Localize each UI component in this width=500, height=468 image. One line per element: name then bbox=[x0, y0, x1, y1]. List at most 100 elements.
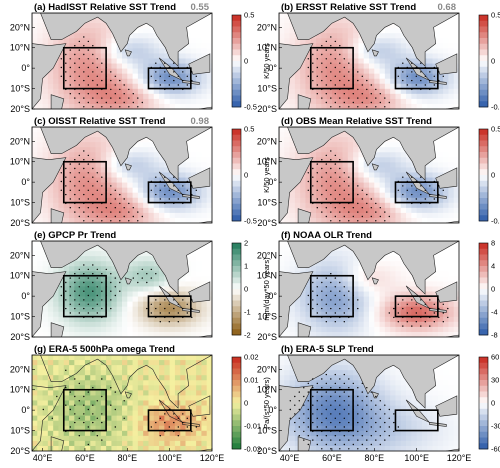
field-cell bbox=[331, 83, 338, 90]
field-cell bbox=[74, 38, 81, 44]
field-cell bbox=[453, 306, 459, 313]
field-cell bbox=[164, 410, 171, 417]
field-cell bbox=[159, 78, 165, 85]
field-cell bbox=[132, 360, 139, 366]
field-cell bbox=[196, 157, 202, 163]
field-cell bbox=[390, 212, 396, 219]
field-cell bbox=[153, 48, 160, 54]
field-cell bbox=[180, 98, 186, 105]
field-cell bbox=[132, 271, 139, 277]
field-cell bbox=[69, 192, 75, 199]
field-cell bbox=[122, 73, 128, 80]
colorbar-step bbox=[232, 408, 241, 415]
field-cell bbox=[342, 256, 349, 262]
field-cell bbox=[84, 53, 91, 59]
field-cell bbox=[196, 425, 202, 432]
field-cell bbox=[353, 78, 359, 85]
field-cell bbox=[116, 276, 123, 282]
field-cell bbox=[201, 405, 208, 411]
field-cell bbox=[127, 68, 133, 75]
field-cell bbox=[63, 360, 70, 366]
field-cell bbox=[148, 380, 155, 386]
field-cell bbox=[305, 182, 312, 189]
field-cell bbox=[95, 311, 102, 318]
field-cell bbox=[427, 202, 433, 209]
field-cell bbox=[159, 157, 165, 163]
field-cell bbox=[448, 217, 455, 223]
field-cell bbox=[63, 430, 70, 437]
field-cell bbox=[326, 98, 333, 105]
field-cell bbox=[369, 83, 375, 90]
field-cell bbox=[63, 440, 70, 447]
field-cell bbox=[289, 217, 296, 223]
field-cell bbox=[384, 296, 391, 303]
field-cell bbox=[95, 182, 102, 189]
field-cell bbox=[127, 445, 133, 451]
field-cell bbox=[279, 147, 285, 153]
lat-tick-label: 0° bbox=[21, 177, 30, 187]
field-cell bbox=[190, 33, 197, 39]
field-cell bbox=[279, 370, 285, 376]
field-cell bbox=[379, 311, 386, 318]
field-cell bbox=[100, 415, 107, 422]
field-cell bbox=[190, 217, 197, 223]
field-cell bbox=[305, 281, 312, 287]
field-cell bbox=[421, 103, 428, 109]
field-cell bbox=[74, 380, 81, 386]
field-cell bbox=[448, 28, 455, 34]
field-cell bbox=[353, 301, 359, 308]
field-cell bbox=[369, 187, 375, 194]
field-cell bbox=[316, 445, 322, 451]
field-cell bbox=[111, 58, 118, 64]
field-cell bbox=[53, 355, 59, 361]
field-cell bbox=[437, 202, 444, 209]
field-cell bbox=[316, 261, 322, 267]
field-cell bbox=[294, 78, 301, 85]
field-cell bbox=[201, 78, 208, 85]
field-cell bbox=[437, 58, 444, 64]
field-cell bbox=[353, 152, 359, 158]
colorbar-tick: 0 bbox=[491, 57, 495, 66]
field-cell bbox=[47, 187, 54, 194]
field-cell bbox=[347, 73, 354, 80]
field-cell bbox=[321, 68, 328, 75]
field-cell bbox=[448, 152, 455, 158]
field-cell bbox=[390, 251, 396, 257]
field-cell bbox=[284, 152, 290, 158]
field-cell bbox=[132, 291, 139, 297]
field-cell bbox=[289, 316, 296, 323]
field-cell bbox=[411, 93, 418, 100]
field-cell bbox=[79, 316, 86, 323]
field-cell bbox=[347, 301, 354, 308]
field-cell bbox=[74, 68, 81, 75]
field-cell bbox=[153, 296, 160, 303]
field-cell bbox=[342, 251, 349, 257]
field-cell bbox=[384, 326, 391, 333]
field-cell bbox=[289, 192, 296, 199]
field-cell bbox=[100, 38, 107, 44]
field-cell bbox=[310, 311, 317, 318]
field-cell bbox=[180, 88, 186, 95]
field-cell bbox=[153, 375, 160, 381]
field-cell bbox=[164, 202, 171, 209]
field-cell bbox=[100, 251, 107, 257]
field-cell bbox=[180, 286, 186, 292]
field-cell bbox=[316, 395, 322, 401]
field-cell bbox=[111, 355, 118, 361]
field-cell bbox=[53, 301, 59, 308]
field-cell bbox=[453, 132, 459, 138]
field-cell bbox=[84, 103, 91, 109]
field-cell bbox=[42, 405, 49, 411]
significance-dots bbox=[60, 150, 197, 222]
field-cell bbox=[427, 172, 433, 178]
field-cell bbox=[143, 445, 149, 451]
field-cell bbox=[379, 187, 386, 194]
field-cell bbox=[153, 390, 160, 396]
field-cell bbox=[37, 147, 43, 153]
field-cell bbox=[164, 400, 171, 406]
field-cell bbox=[137, 301, 144, 308]
land-outline bbox=[50, 322, 65, 337]
field-cell bbox=[369, 167, 375, 173]
field-cell bbox=[111, 167, 118, 173]
field-cell bbox=[148, 78, 155, 85]
